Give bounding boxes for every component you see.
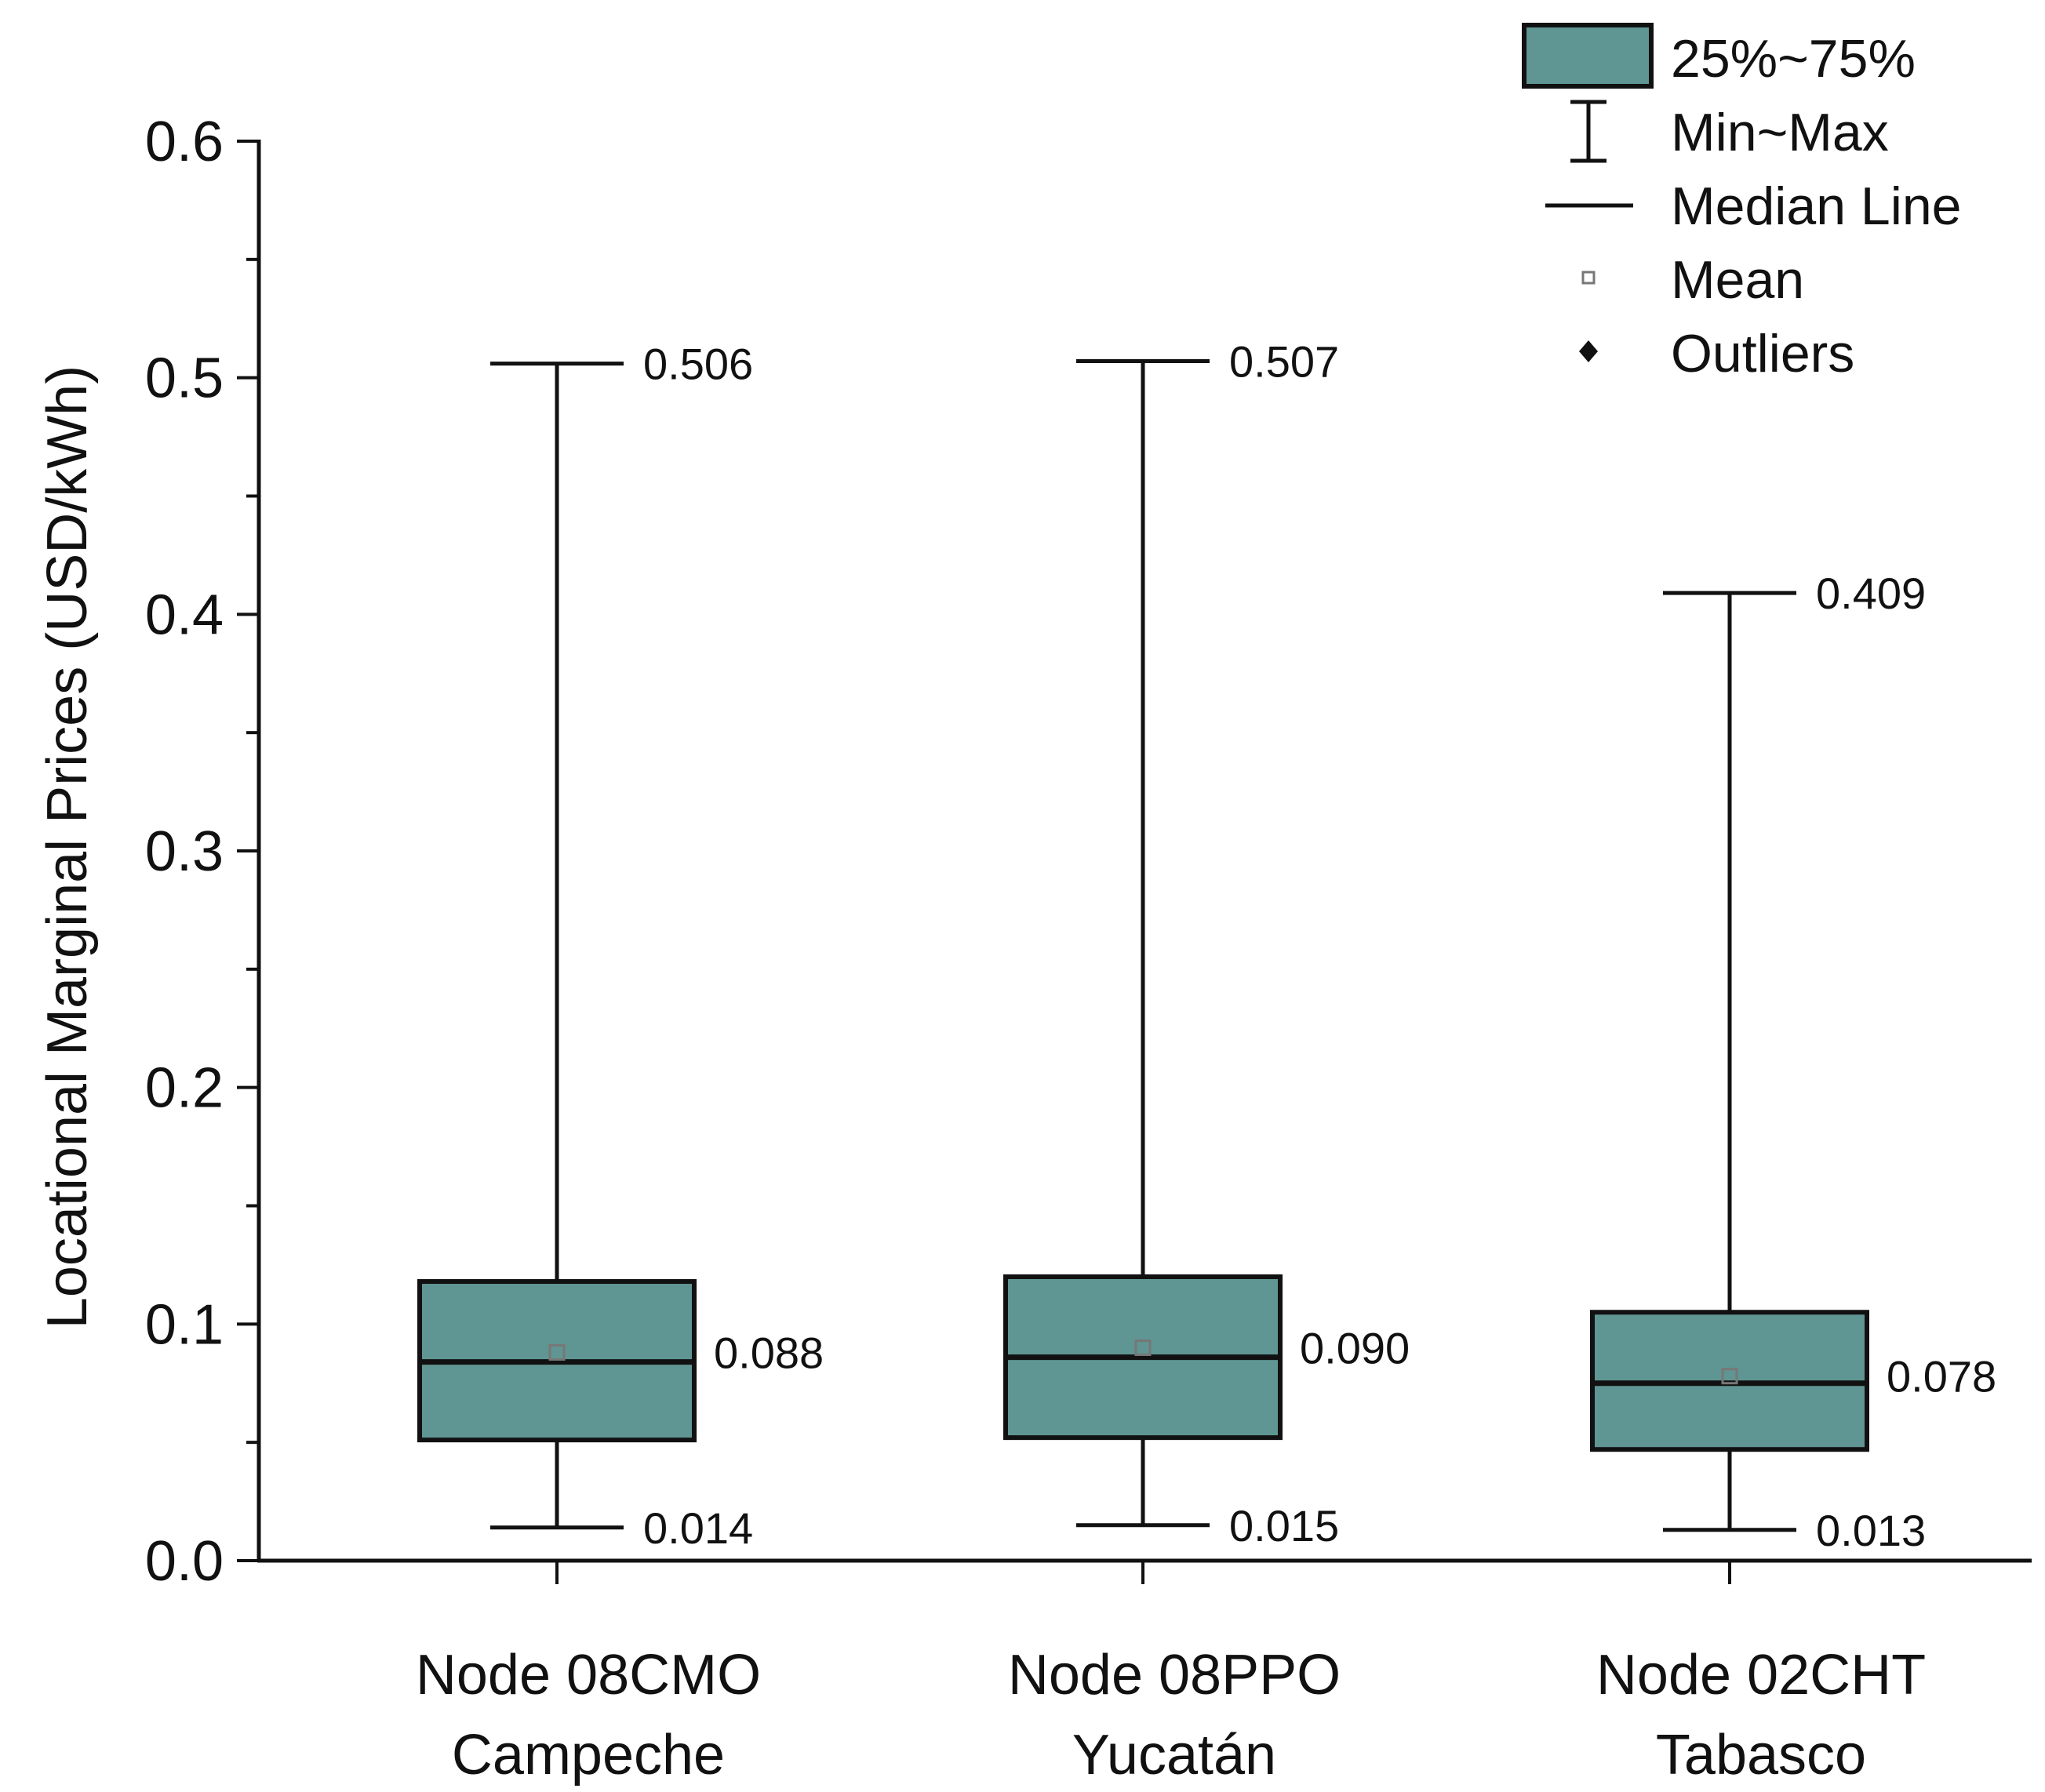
legend-mean-swatch — [1581, 271, 1596, 285]
category-label-line1: Node 08CMO — [416, 1644, 761, 1707]
min-value-label: 0.013 — [1816, 1506, 1926, 1555]
y-tick-label: 0.3 — [145, 820, 224, 883]
box-group-1: Node 08CMO Campeche 0.506 0.014 0.088 — [416, 340, 824, 1787]
legend: 25%~75% Min~Max Median Line Mean Outliers — [1522, 23, 1961, 383]
legend-outlier-swatch — [1579, 340, 1598, 362]
max-value-label: 0.506 — [643, 340, 753, 389]
mean-value-label: 0.088 — [714, 1329, 824, 1378]
legend-label-mean: Mean — [1671, 250, 1804, 310]
y-tick-label: 0.4 — [145, 583, 224, 646]
y-tick-label: 0.5 — [145, 347, 224, 410]
category-label-line2: Tabasco — [1656, 1724, 1866, 1787]
max-value-label: 0.507 — [1229, 337, 1339, 387]
max-value-label: 0.409 — [1816, 569, 1926, 618]
mean-marker — [548, 1344, 566, 1361]
mean-marker — [1721, 1368, 1738, 1385]
y-axis: 0.0 0.1 0.2 0.3 0.4 0.5 0.6 — [145, 111, 261, 1593]
legend-label-minmax: Min~Max — [1671, 103, 1889, 162]
min-value-label: 0.014 — [643, 1503, 753, 1553]
mean-value-label: 0.090 — [1300, 1324, 1410, 1373]
legend-box-swatch — [1522, 23, 1654, 89]
y-tick-label: 0.6 — [145, 111, 224, 173]
min-value-label: 0.015 — [1229, 1501, 1339, 1550]
y-tick-label: 0.2 — [145, 1057, 224, 1120]
box-group-2: Node 08PPO Yucatán 0.507 0.015 0.090 — [1003, 337, 1410, 1787]
mean-marker — [1134, 1339, 1152, 1356]
y-axis-label: Locational Marginal Prices (USD/kWh) — [36, 365, 99, 1329]
y-tick-label: 0.1 — [145, 1293, 224, 1356]
category-label-line1: Node 08PPO — [1008, 1644, 1341, 1707]
mean-value-label: 0.078 — [1887, 1352, 1996, 1401]
category-label-line2: Yucatán — [1072, 1724, 1276, 1787]
legend-label-median: Median Line — [1671, 176, 1961, 236]
legend-label-iqr: 25%~75% — [1671, 29, 1916, 89]
category-label-line2: Campeche — [452, 1724, 725, 1787]
legend-label-outliers: Outliers — [1671, 324, 1854, 383]
y-tick-label: 0.0 — [145, 1530, 224, 1593]
box-group-3: Node 02CHT Tabasco 0.409 0.013 0.078 — [1590, 569, 1996, 1787]
category-label-line1: Node 02CHT — [1596, 1644, 1926, 1707]
